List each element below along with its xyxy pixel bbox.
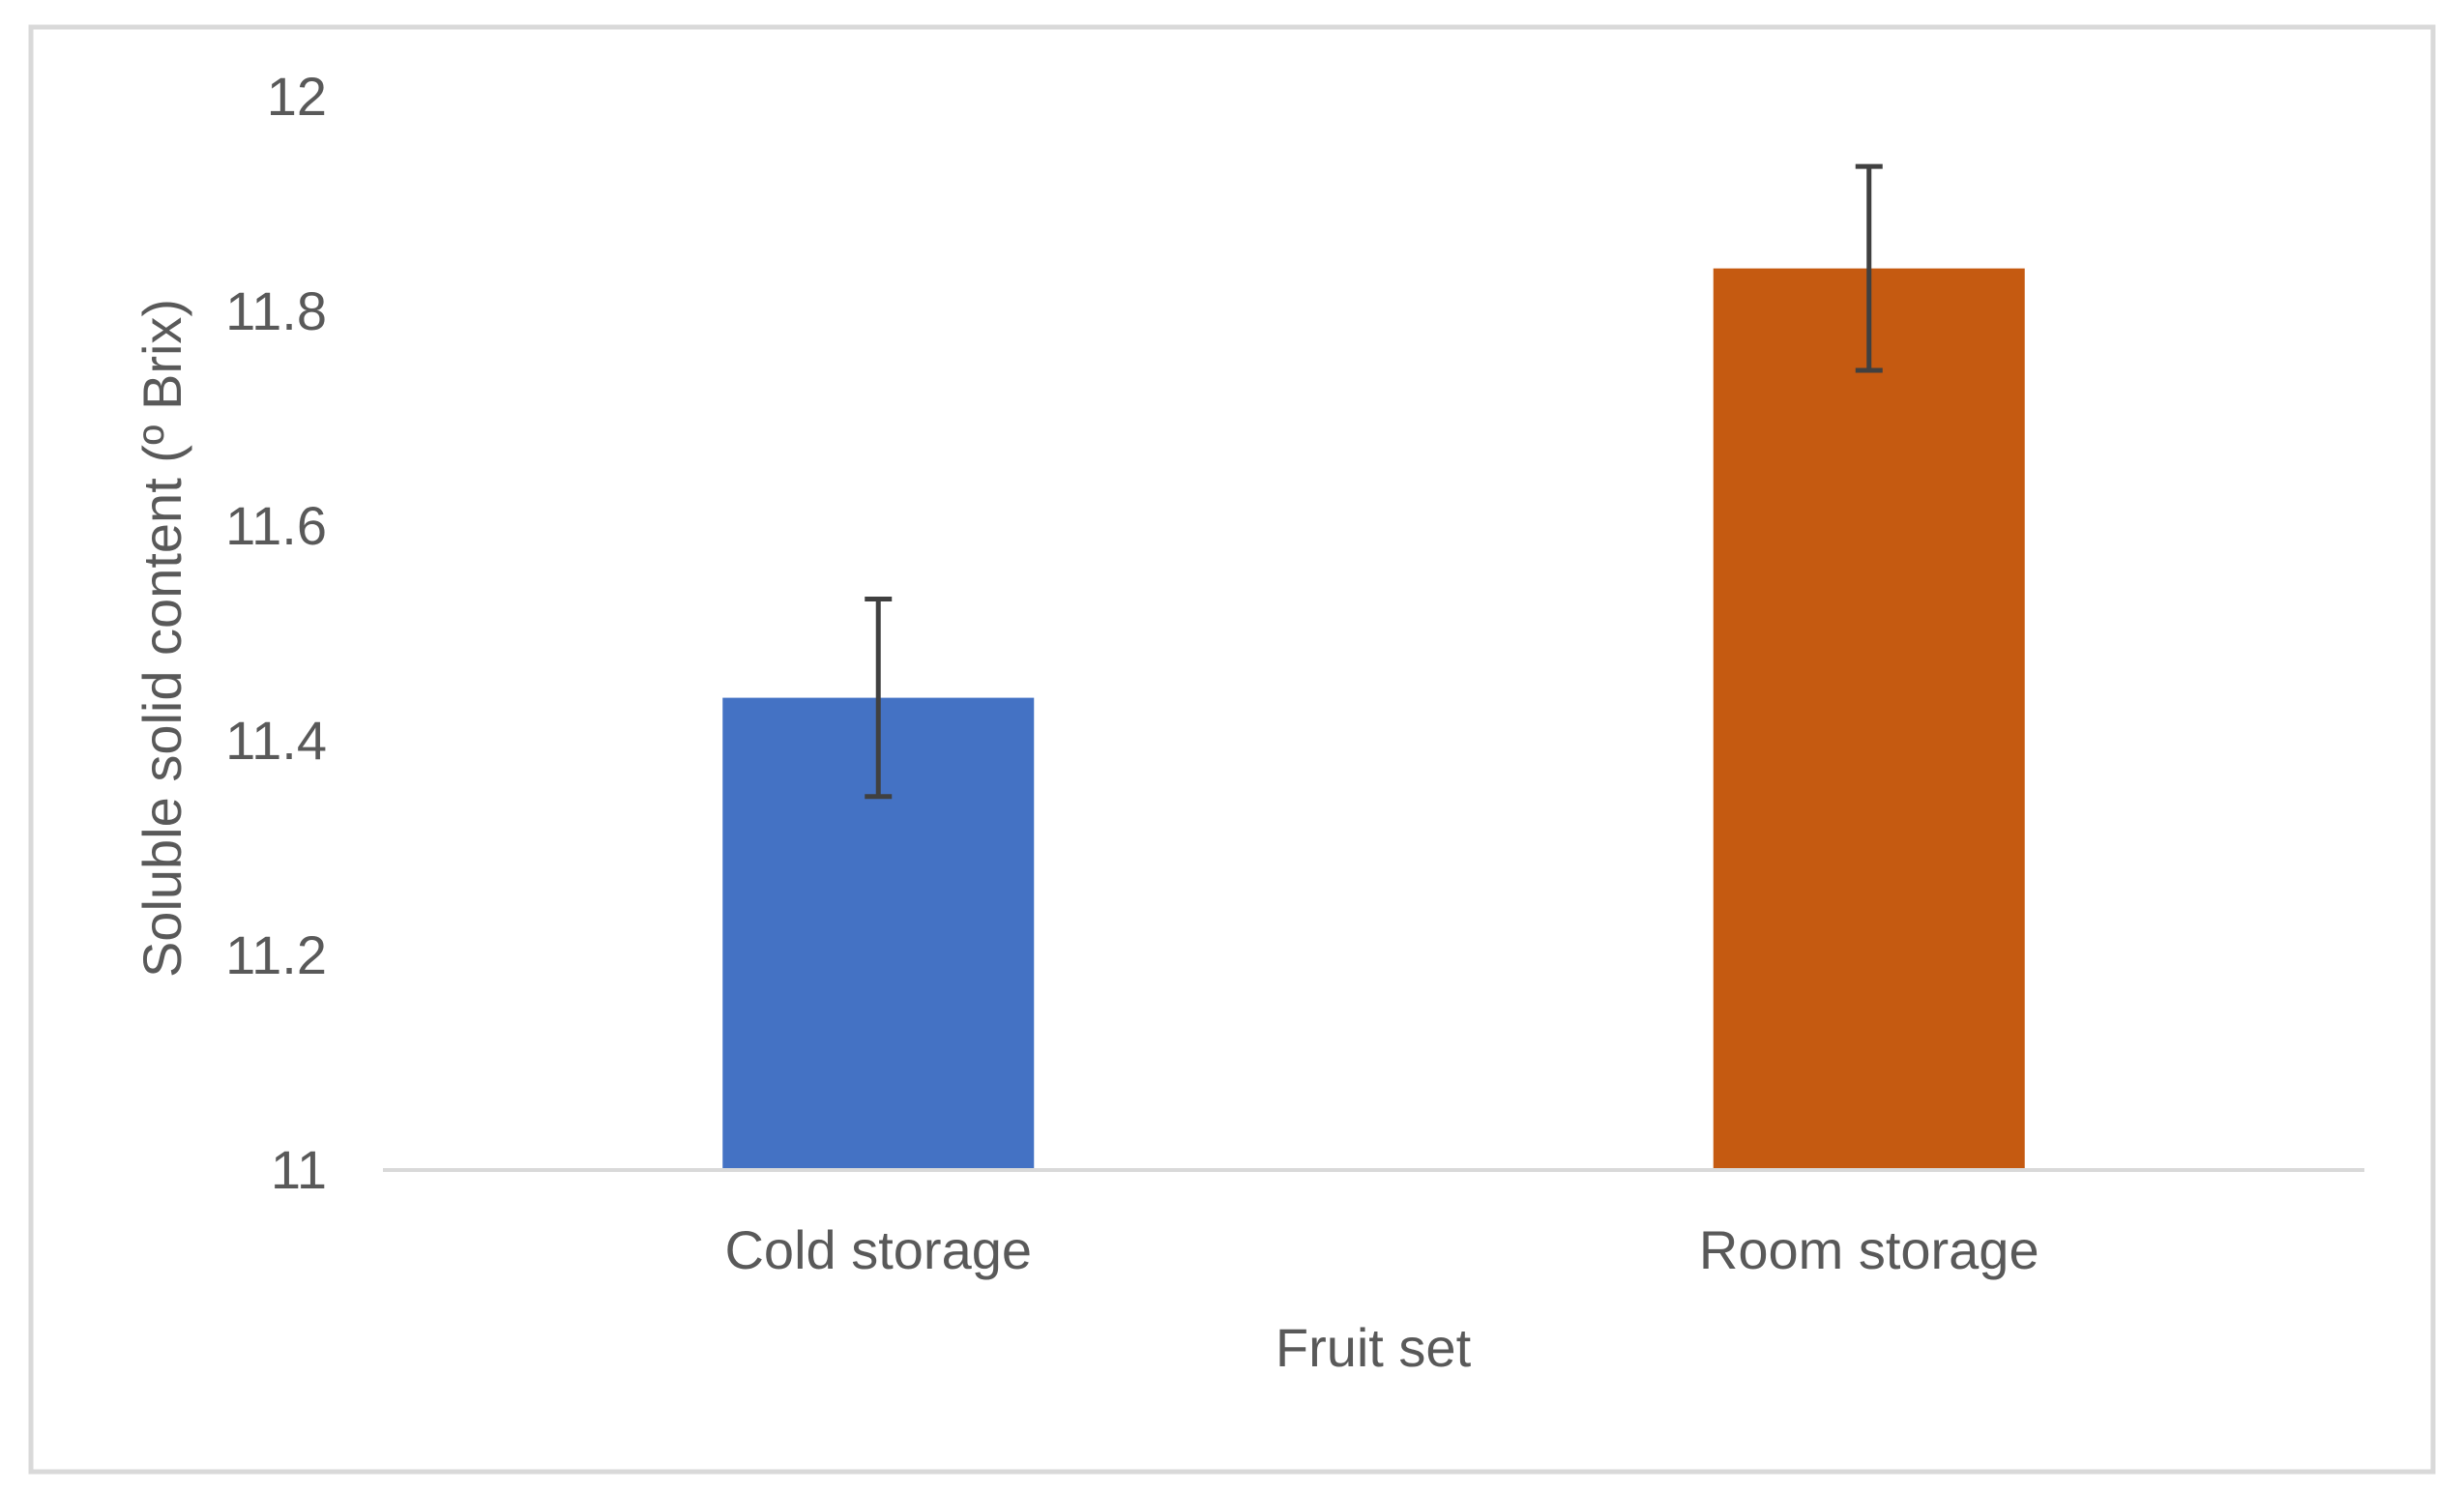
chart-border (28, 24, 2436, 1475)
y-axis-title: Soluble solid content (º Brix) (132, 299, 192, 978)
x-tick-label: Cold storage (724, 1219, 1032, 1280)
error-bars (865, 163, 1883, 800)
y-tick-label: 11.8 (225, 280, 327, 341)
bars (722, 268, 2025, 1171)
x-axis-title: Fruit set (1276, 1317, 1472, 1378)
x-axis-tick-labels: Cold storage Room storage (724, 1219, 2039, 1280)
x-tick-label: Room storage (1699, 1219, 2039, 1280)
y-tick-label: 11.6 (225, 495, 327, 556)
y-tick-label: 11.2 (225, 924, 327, 985)
y-tick-label: 11.4 (225, 710, 327, 771)
y-tick-label: 11 (271, 1139, 327, 1200)
bar-room-storage (1713, 268, 2025, 1171)
y-axis-ticks: 11 11.2 11.4 11.6 11.8 12 (225, 66, 327, 1200)
y-tick-label: 12 (267, 66, 327, 127)
